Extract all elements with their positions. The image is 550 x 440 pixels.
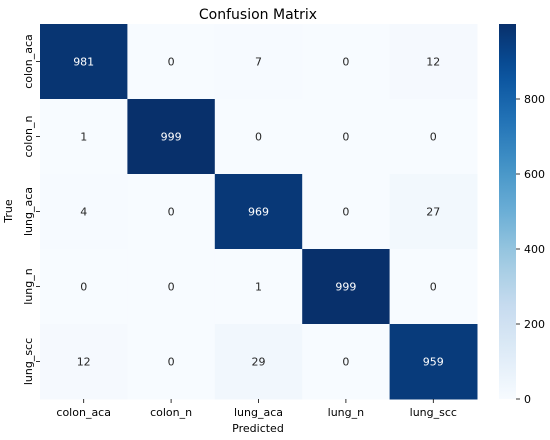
cell-value-label: 0: [342, 356, 349, 369]
y-tick-label: colon_aca: [22, 34, 35, 89]
y-tick-label: lung_scc: [22, 338, 35, 385]
colorbar-tick-label: 0: [524, 393, 531, 406]
cell-value-label: 0: [168, 206, 175, 219]
x-tick-label: colon_aca: [56, 406, 111, 419]
heatmap-cell: [40, 24, 128, 100]
cell-value-label: 0: [168, 356, 175, 369]
colorbar: 0 200 400 600 800: [499, 24, 545, 406]
heatmap-cell: [389, 324, 478, 400]
colorbar-tick-label: 200: [524, 318, 545, 331]
heatmap-cell: [389, 249, 478, 325]
cell-value-label: 29: [252, 356, 266, 369]
cell-value-label: 0: [80, 281, 87, 294]
heatmap-cell: [127, 324, 216, 400]
cell-value-label: 0: [342, 206, 349, 219]
cell-value-label: 0: [342, 131, 349, 144]
heatmap-cell: [214, 249, 303, 325]
heatmap-cell: [127, 249, 216, 325]
cell-annotations: 981 0 7 0 12 1 999 0 0 0 4 0 969 0 27 0 0 1 999 0 12 0 29 0 959: [73, 56, 444, 369]
cell-value-label: 0: [168, 56, 175, 69]
heatmap-cell: [214, 174, 303, 250]
cell-value-label: 12: [426, 56, 440, 69]
cell-value-label: 0: [430, 281, 437, 294]
colorbar-tick-label: 400: [524, 243, 545, 256]
heatmap-cell: [40, 174, 128, 250]
heatmap-cell: [302, 324, 391, 400]
heatmap-cell: [389, 174, 478, 250]
x-tick-label: colon_n: [150, 406, 192, 419]
cell-value-label: 959: [423, 356, 444, 369]
heatmap-cell: [302, 249, 391, 325]
heatmap-cell: [40, 249, 128, 325]
cell-value-label: 999: [161, 131, 182, 144]
cell-value-label: 1: [80, 131, 87, 144]
x-axis-label: Predicted: [232, 422, 284, 435]
heatmap-cell: [214, 24, 303, 100]
cell-value-label: 1: [255, 281, 262, 294]
cell-value-label: 0: [168, 281, 175, 294]
y-tick-label: lung_n: [22, 268, 35, 304]
heatmap-cell: [302, 24, 391, 100]
heatmap-cell: [214, 99, 303, 175]
heatmap-cell: [40, 99, 128, 175]
y-tick-label: lung_aca: [22, 187, 35, 236]
heatmap-cells: [40, 24, 478, 400]
cell-value-label: 7: [255, 56, 262, 69]
cell-value-label: 27: [426, 206, 440, 219]
cell-value-label: 999: [335, 281, 356, 294]
heatmap-cell: [40, 324, 128, 400]
chart-title: Confusion Matrix: [199, 7, 317, 23]
y-tick-label: colon_n: [22, 115, 35, 157]
cell-value-label: 0: [342, 56, 349, 69]
heatmap-cell: [127, 174, 216, 250]
x-tick-label: lung_aca: [234, 406, 283, 419]
heatmap-cell: [127, 24, 216, 100]
y-axis-label: True: [2, 199, 15, 224]
x-tick-label: lung_n: [328, 406, 364, 419]
colorbar-tick-label: 600: [524, 168, 545, 181]
heatmap-cell: [302, 99, 391, 175]
y-axis: colon_aca colon_n lung_aca lung_n lung_scc: [22, 34, 40, 385]
cell-value-label: 12: [77, 356, 91, 369]
heatmap-cell: [127, 99, 216, 175]
colorbar-gradient: [499, 24, 516, 399]
cell-value-label: 0: [255, 131, 262, 144]
heatmap-cell: [214, 324, 303, 400]
heatmap-cell: [389, 99, 478, 175]
cell-value-label: 981: [73, 56, 94, 69]
cell-value-label: 0: [430, 131, 437, 144]
colorbar-tick-label: 800: [524, 93, 545, 106]
heatmap-cell: [302, 174, 391, 250]
heatmap-cell: [389, 24, 478, 100]
cell-value-label: 4: [80, 206, 87, 219]
cell-value-label: 969: [248, 206, 269, 219]
x-tick-label: lung_scc: [410, 406, 457, 419]
x-axis: colon_aca colon_n lung_aca lung_n lung_scc: [56, 399, 457, 419]
